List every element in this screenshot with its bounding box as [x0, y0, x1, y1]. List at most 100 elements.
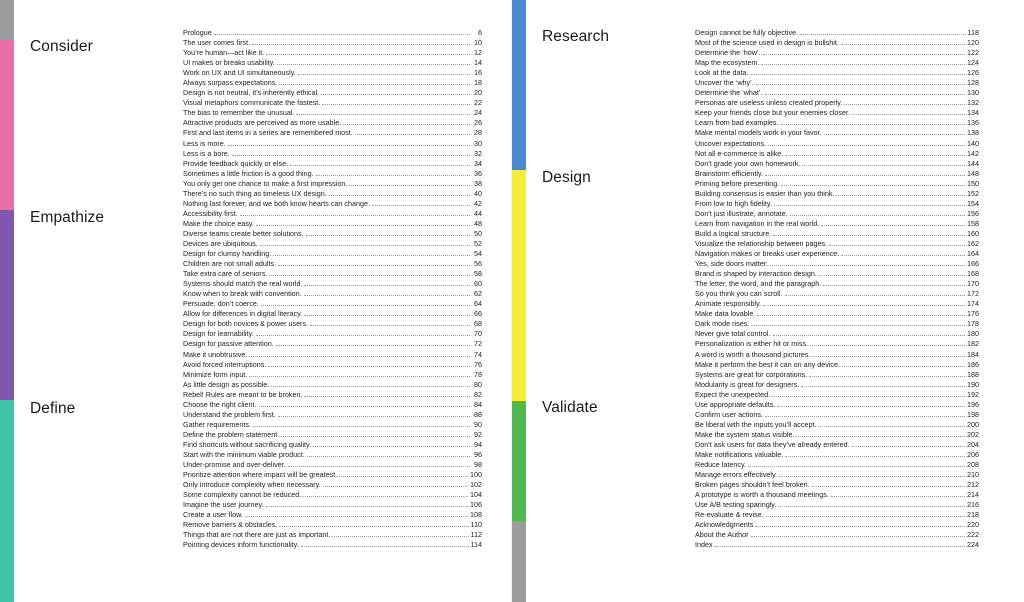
- toc-entry-title: Prologue: [183, 28, 212, 37]
- toc-entry: Nothing last forever, and we both know h…: [183, 199, 482, 209]
- dot-leader: [851, 440, 965, 447]
- toc-entry: Broken pages shouldn’t feel broken. 212: [695, 480, 979, 490]
- toc-entry-title: A prototype is worth a thousand meetings…: [695, 490, 829, 500]
- dot-leader: [785, 149, 965, 156]
- toc-entry-page-number: 138: [967, 128, 979, 138]
- toc-entry: Reduce latency. 208: [695, 460, 979, 470]
- toc-entry: Systems should match the real world. 60: [183, 279, 482, 289]
- toc-entry-page-number: 20: [474, 88, 482, 98]
- toc-entry-page-number: 92: [474, 429, 482, 439]
- dot-leader: [279, 78, 470, 86]
- dot-leader: [227, 139, 470, 146]
- dot-leader: [249, 350, 470, 357]
- toc-entry-title: The letter, the word, and the paragraph.: [695, 279, 822, 289]
- toc-entry: Manage errors effectively. 210: [695, 470, 979, 480]
- toc-entry: Imagine the user journey. 106: [183, 500, 482, 510]
- toc-entry: Things that are not there are just as im…: [183, 530, 482, 540]
- toc-entry-title: Personalization is either hit or miss.: [695, 339, 809, 349]
- toc-entry: There’s no such thing as timeless UX des…: [183, 189, 482, 199]
- dot-leader: [750, 68, 965, 76]
- toc-entry: The bias to remember the unusual. 24: [183, 108, 482, 118]
- toc-entry-title: Pointing devices inform functionality.: [183, 540, 299, 550]
- dot-leader: [332, 530, 469, 538]
- toc-entry: Design cannot be fully objective. 118: [695, 28, 979, 38]
- toc-entry-title: Design for learnability.: [183, 329, 254, 339]
- dot-leader: [271, 380, 470, 387]
- toc-entry-title: Design for both novices & power users.: [183, 319, 309, 329]
- dot-leader: [781, 179, 965, 186]
- toc-entry-title: Systems are great for corporations.: [695, 369, 808, 379]
- toc-entry: Start with the minimum viable product. 96: [183, 450, 482, 460]
- toc-entry-title: Most of the science used in design is bu…: [695, 38, 839, 48]
- dot-leader: [779, 470, 965, 478]
- toc-entry-title: Acknowledgments: [695, 520, 754, 530]
- toc-entry: Determine the ‘what’. 130: [695, 88, 979, 98]
- dot-leader: [277, 410, 470, 417]
- toc-entry: Brand is shaped by interaction design. 16…: [695, 269, 979, 279]
- toc-entry-title: Design for passive attention.: [183, 339, 274, 349]
- dot-leader: [265, 500, 468, 508]
- dot-leader: [343, 118, 470, 126]
- toc-entry: Rebel! Rules are meant to be broken. 82: [183, 390, 482, 400]
- dot-leader: [796, 430, 965, 437]
- toc-entry-page-number: 40: [474, 188, 482, 198]
- toc-entry-title: Keep your friends close but your enemies…: [695, 108, 851, 118]
- toc-entry-title: Look at the data.: [695, 68, 749, 78]
- toc-entry: Look at the data. 126: [695, 68, 979, 78]
- section-band-top-gray: [0, 0, 14, 40]
- section-title-consider: Consider: [30, 38, 93, 55]
- dot-leader: [305, 229, 470, 236]
- toc-entry-page-number: 134: [967, 108, 979, 118]
- toc-entry: Never give total control. 180: [695, 329, 979, 339]
- toc-entry-title: Design for clumsy handling.: [183, 249, 272, 259]
- toc-entry-page-number: 208: [967, 460, 979, 470]
- dot-leader: [268, 360, 470, 367]
- toc-entry-title: Attractive products are perceived as mor…: [183, 118, 342, 128]
- toc-entry-title: UI makes or breaks usability.: [183, 58, 275, 68]
- toc-entry-title: Less is a bore.: [183, 148, 230, 158]
- toc-entry-title: First and last items in a series are rem…: [183, 128, 353, 138]
- dot-leader: [836, 189, 965, 196]
- toc-entry-page-number: 130: [967, 88, 979, 98]
- toc-entry: Learn from navigation in the real world.…: [695, 219, 979, 229]
- dot-leader: [287, 460, 470, 468]
- dot-leader: [801, 380, 965, 387]
- dot-leader: [810, 339, 965, 347]
- toc-entry: About the Author 222: [695, 530, 979, 540]
- toc-entry: Uncover the ‘why’. 128: [695, 78, 979, 88]
- dot-leader: [818, 420, 965, 427]
- toc-entry: Personalization is either hit or miss. 18…: [695, 339, 979, 349]
- toc-entry-page-number: 166: [967, 259, 979, 269]
- toc-entry-page-number: 162: [967, 238, 979, 248]
- toc-entry-title: Always surpass expectations.: [183, 78, 278, 88]
- toc-entry: The user comes first. 10: [183, 38, 482, 48]
- toc-entry-title: About the Author: [695, 530, 749, 540]
- toc-entry-page-number: 68: [474, 319, 482, 329]
- toc-entry: Less is a bore. 32: [183, 149, 482, 159]
- toc-entry: Brainstorm efficiently. 148: [695, 169, 979, 179]
- toc-entry-title: Imagine the user journey.: [183, 500, 264, 510]
- toc-entry: First and last items in a series are rem…: [183, 128, 482, 138]
- toc-entry-title: Define the problem statement.: [183, 429, 280, 439]
- toc-entry: Map the ecosystem. 124: [695, 58, 979, 68]
- toc-entry-page-number: 158: [967, 218, 979, 228]
- toc-entry: Under-promise and over-deliver. 98: [183, 460, 482, 470]
- toc-entry: UI makes or breaks usability. 14: [183, 58, 482, 68]
- toc-entry-page-number: 118: [967, 28, 979, 37]
- toc-entry-page-number: 52: [474, 238, 482, 248]
- toc-entry: Visualize the relationship between pages…: [695, 239, 979, 249]
- toc-entry: Prologue 6: [183, 28, 482, 38]
- dot-leader: [258, 400, 470, 407]
- dot-leader: [769, 259, 965, 267]
- toc-entry-page-number: 14: [474, 58, 482, 68]
- toc-entry-page-number: 100: [470, 470, 482, 480]
- dot-leader: [818, 269, 965, 277]
- toc-entry-page-number: 64: [474, 299, 482, 309]
- toc-entry-page-number: 170: [967, 279, 979, 289]
- toc-entry: Animate responsibly. 174: [695, 299, 979, 309]
- toc-entry: Understand the problem first. 88: [183, 410, 482, 420]
- dot-leader: [303, 490, 468, 498]
- toc-entry: Visual metaphors communicate the fastest…: [183, 98, 482, 108]
- toc-entry-page-number: 178: [967, 319, 979, 329]
- toc-entry-title: Use appropriate defaults.: [695, 399, 776, 409]
